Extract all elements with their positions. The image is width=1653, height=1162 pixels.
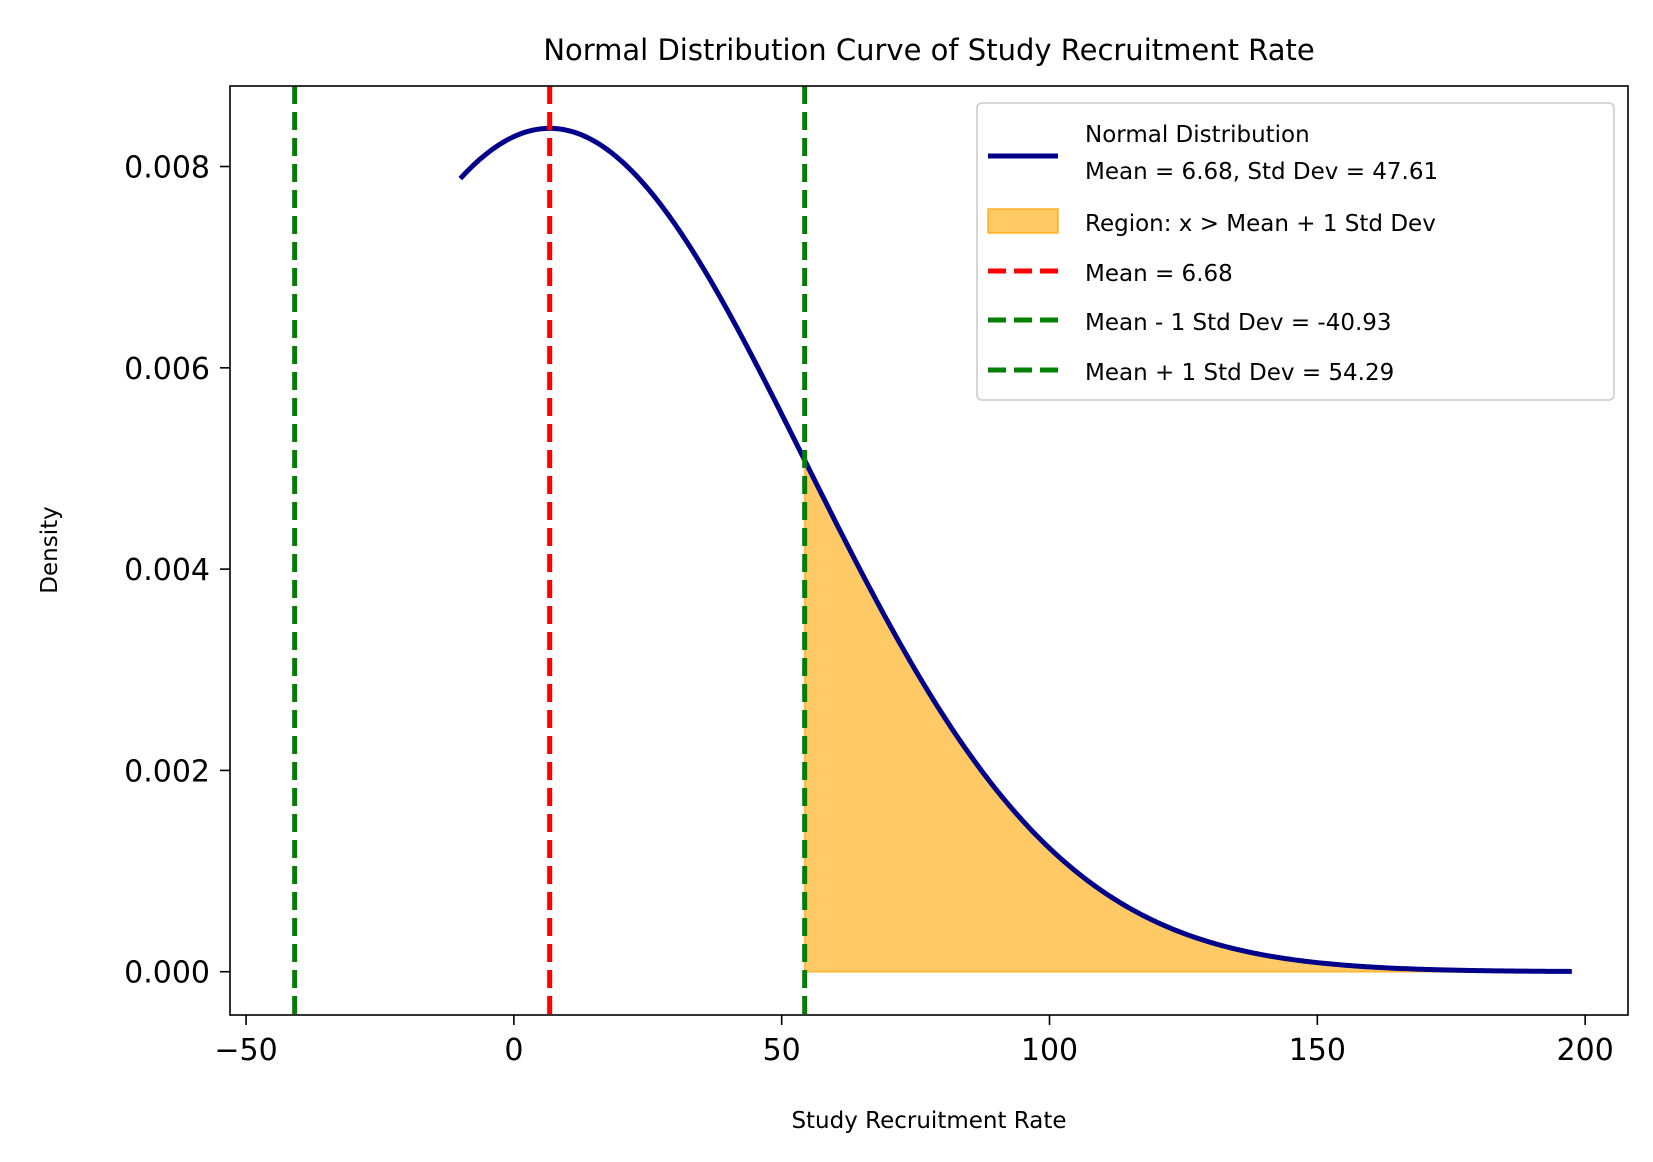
legend: Normal Distribution Mean = 6.68, Std Dev … xyxy=(976,102,1615,401)
x-axis: −50 0 50 100 150 200 xyxy=(214,1015,1614,1068)
y-axis-label: Density xyxy=(37,506,63,593)
legend-label: Mean = 6.68, Std Dev = 47.61 xyxy=(1085,159,1438,185)
normal-distribution-curve xyxy=(458,125,1572,974)
x-tick-label: 200 xyxy=(1557,1033,1614,1068)
y-tick-label: 0.008 xyxy=(124,151,210,186)
x-tick-label: 50 xyxy=(763,1033,801,1068)
x-tick-label: −50 xyxy=(214,1033,277,1068)
legend-swatch-fill xyxy=(987,208,1059,234)
plot-area xyxy=(292,86,1573,1015)
x-tick-label: 0 xyxy=(504,1033,523,1068)
legend-box xyxy=(976,102,1615,401)
y-tick-label: 0.000 xyxy=(124,956,210,991)
x-axis-label: Study Recruitment Rate xyxy=(791,1108,1066,1134)
x-tick-label: 100 xyxy=(1021,1033,1078,1068)
legend-label: Mean + 1 Std Dev = 54.29 xyxy=(1085,360,1394,386)
y-tick-label: 0.002 xyxy=(124,754,210,789)
legend-label: Mean = 6.68 xyxy=(1085,261,1233,287)
x-tick-label: 150 xyxy=(1289,1033,1346,1068)
chart-title: Normal Distribution Curve of Study Recru… xyxy=(543,33,1314,67)
legend-label: Mean - 1 Std Dev = -40.93 xyxy=(1085,310,1392,336)
plot-frame xyxy=(229,85,1629,1016)
y-tick-label: 0.004 xyxy=(124,553,210,588)
legend-label: Region: x > Mean + 1 Std Dev xyxy=(1085,211,1436,237)
y-tick-label: 0.006 xyxy=(124,352,210,387)
legend-label: Normal Distribution xyxy=(1085,122,1310,148)
y-axis: 0.000 0.002 0.004 0.006 0.008 xyxy=(124,151,230,991)
